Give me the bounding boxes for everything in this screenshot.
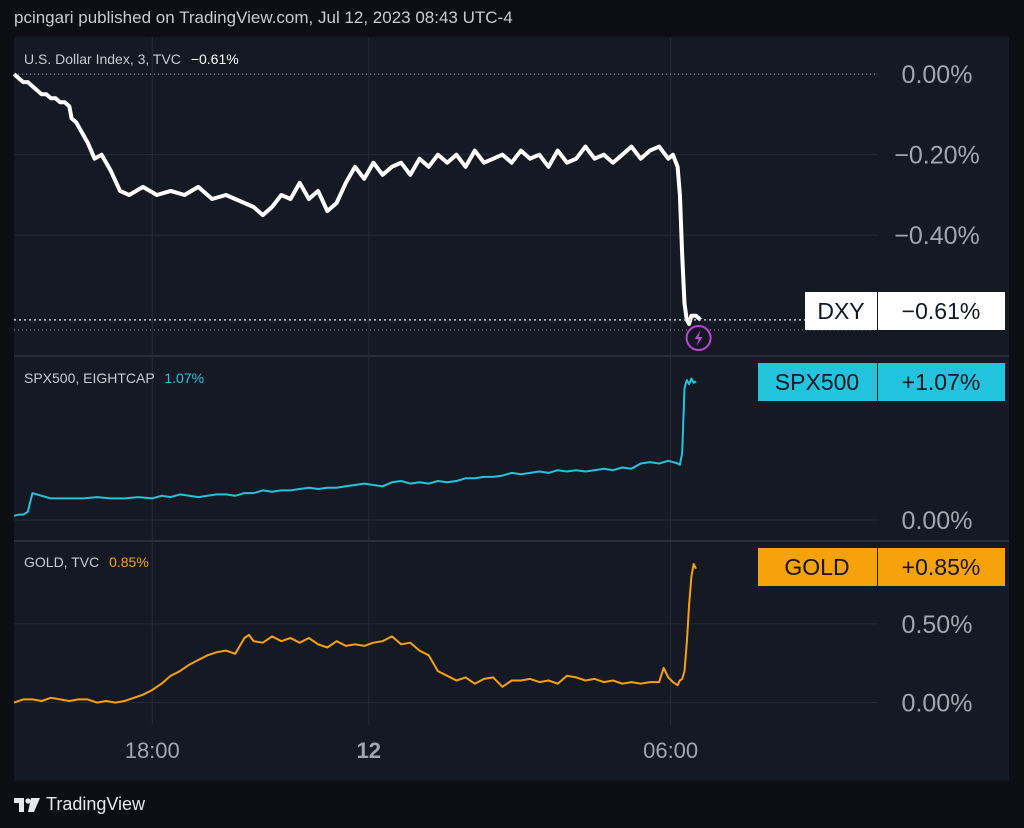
- tradingview-logo-icon: [14, 797, 40, 812]
- dxy-legend-label: U.S. Dollar Index, 3, TVC: [24, 51, 181, 67]
- badge-symbol-bg: [758, 363, 877, 401]
- time-axis: 18:00 12 06:00: [125, 738, 698, 763]
- value-badges: DXY −0.61% SPX500 +1.07% GOLD +0.85%: [758, 292, 1005, 586]
- gridlines: [14, 37, 1009, 725]
- tradingview-footer[interactable]: TradingView: [14, 794, 145, 815]
- badge-symbol-bg: [805, 292, 877, 330]
- pane-spx: SPX500, EIGHTCAP 1.07%: [24, 370, 204, 386]
- dxy-legend-value: −0.61%: [191, 51, 239, 67]
- gold-badge-value: +0.85%: [902, 554, 981, 580]
- time-tick-label: 06:00: [643, 738, 698, 763]
- badge-value-bg: [878, 292, 1005, 330]
- dxy-legend: U.S. Dollar Index, 3, TVC −0.61%: [24, 51, 239, 67]
- pane-dxy: U.S. Dollar Index, 3, TVC −0.61%: [24, 51, 239, 67]
- price-tick-label: −0.20%: [894, 142, 980, 170]
- dxy-badge-symbol: DXY: [817, 298, 864, 324]
- publisher-caption: pcingari published on TradingView.com, J…: [14, 8, 513, 27]
- gold-legend: GOLD, TVC 0.85%: [24, 554, 149, 570]
- price-axis: 0.00% −0.20% −0.40% 0.00% 0.00% 0.50%: [894, 61, 980, 717]
- price-tick-label: 0.00%: [902, 690, 973, 718]
- spx-legend-label: SPX500, EIGHTCAP: [24, 370, 154, 386]
- badge-value-bg: [878, 363, 1005, 401]
- gold-series-line: [13, 563, 697, 704]
- price-tick-label: 0.00%: [902, 507, 973, 535]
- dxy-badge-value: −0.61%: [902, 298, 981, 324]
- badge-value-bg: [878, 548, 1005, 586]
- price-tick-label: 0.00%: [902, 61, 973, 89]
- spx-series-line: [13, 377, 697, 517]
- tradingview-brand: TradingView: [46, 794, 146, 814]
- spx-badge-symbol: SPX500: [775, 369, 859, 395]
- time-tick-label: 12: [357, 738, 381, 763]
- gold-badge-symbol: GOLD: [784, 554, 849, 580]
- spx-badge-value: +1.07%: [902, 369, 981, 395]
- spx-legend: SPX500, EIGHTCAP 1.07%: [24, 370, 204, 386]
- pane-gold: GOLD, TVC 0.85%: [24, 554, 149, 570]
- gold-legend-value: 0.85%: [109, 554, 149, 570]
- time-tick-label: 18:00: [125, 738, 180, 763]
- lightning-event-icon[interactable]: [685, 325, 712, 351]
- price-tick-label: 0.50%: [902, 611, 973, 639]
- gold-value-badge: GOLD +0.85%: [758, 548, 1005, 586]
- dxy-value-badge: DXY −0.61%: [805, 292, 1005, 330]
- chart-panel: [14, 37, 1009, 781]
- spx-legend-value: 1.07%: [164, 370, 204, 386]
- gold-legend-label: GOLD, TVC: [24, 554, 99, 570]
- spx-value-badge: SPX500 +1.07%: [758, 363, 1005, 401]
- badge-symbol-bg: [758, 548, 877, 586]
- dxy-series-line: [12, 72, 702, 326]
- price-tick-label: −0.40%: [894, 222, 980, 250]
- series-layer: [12, 72, 878, 704]
